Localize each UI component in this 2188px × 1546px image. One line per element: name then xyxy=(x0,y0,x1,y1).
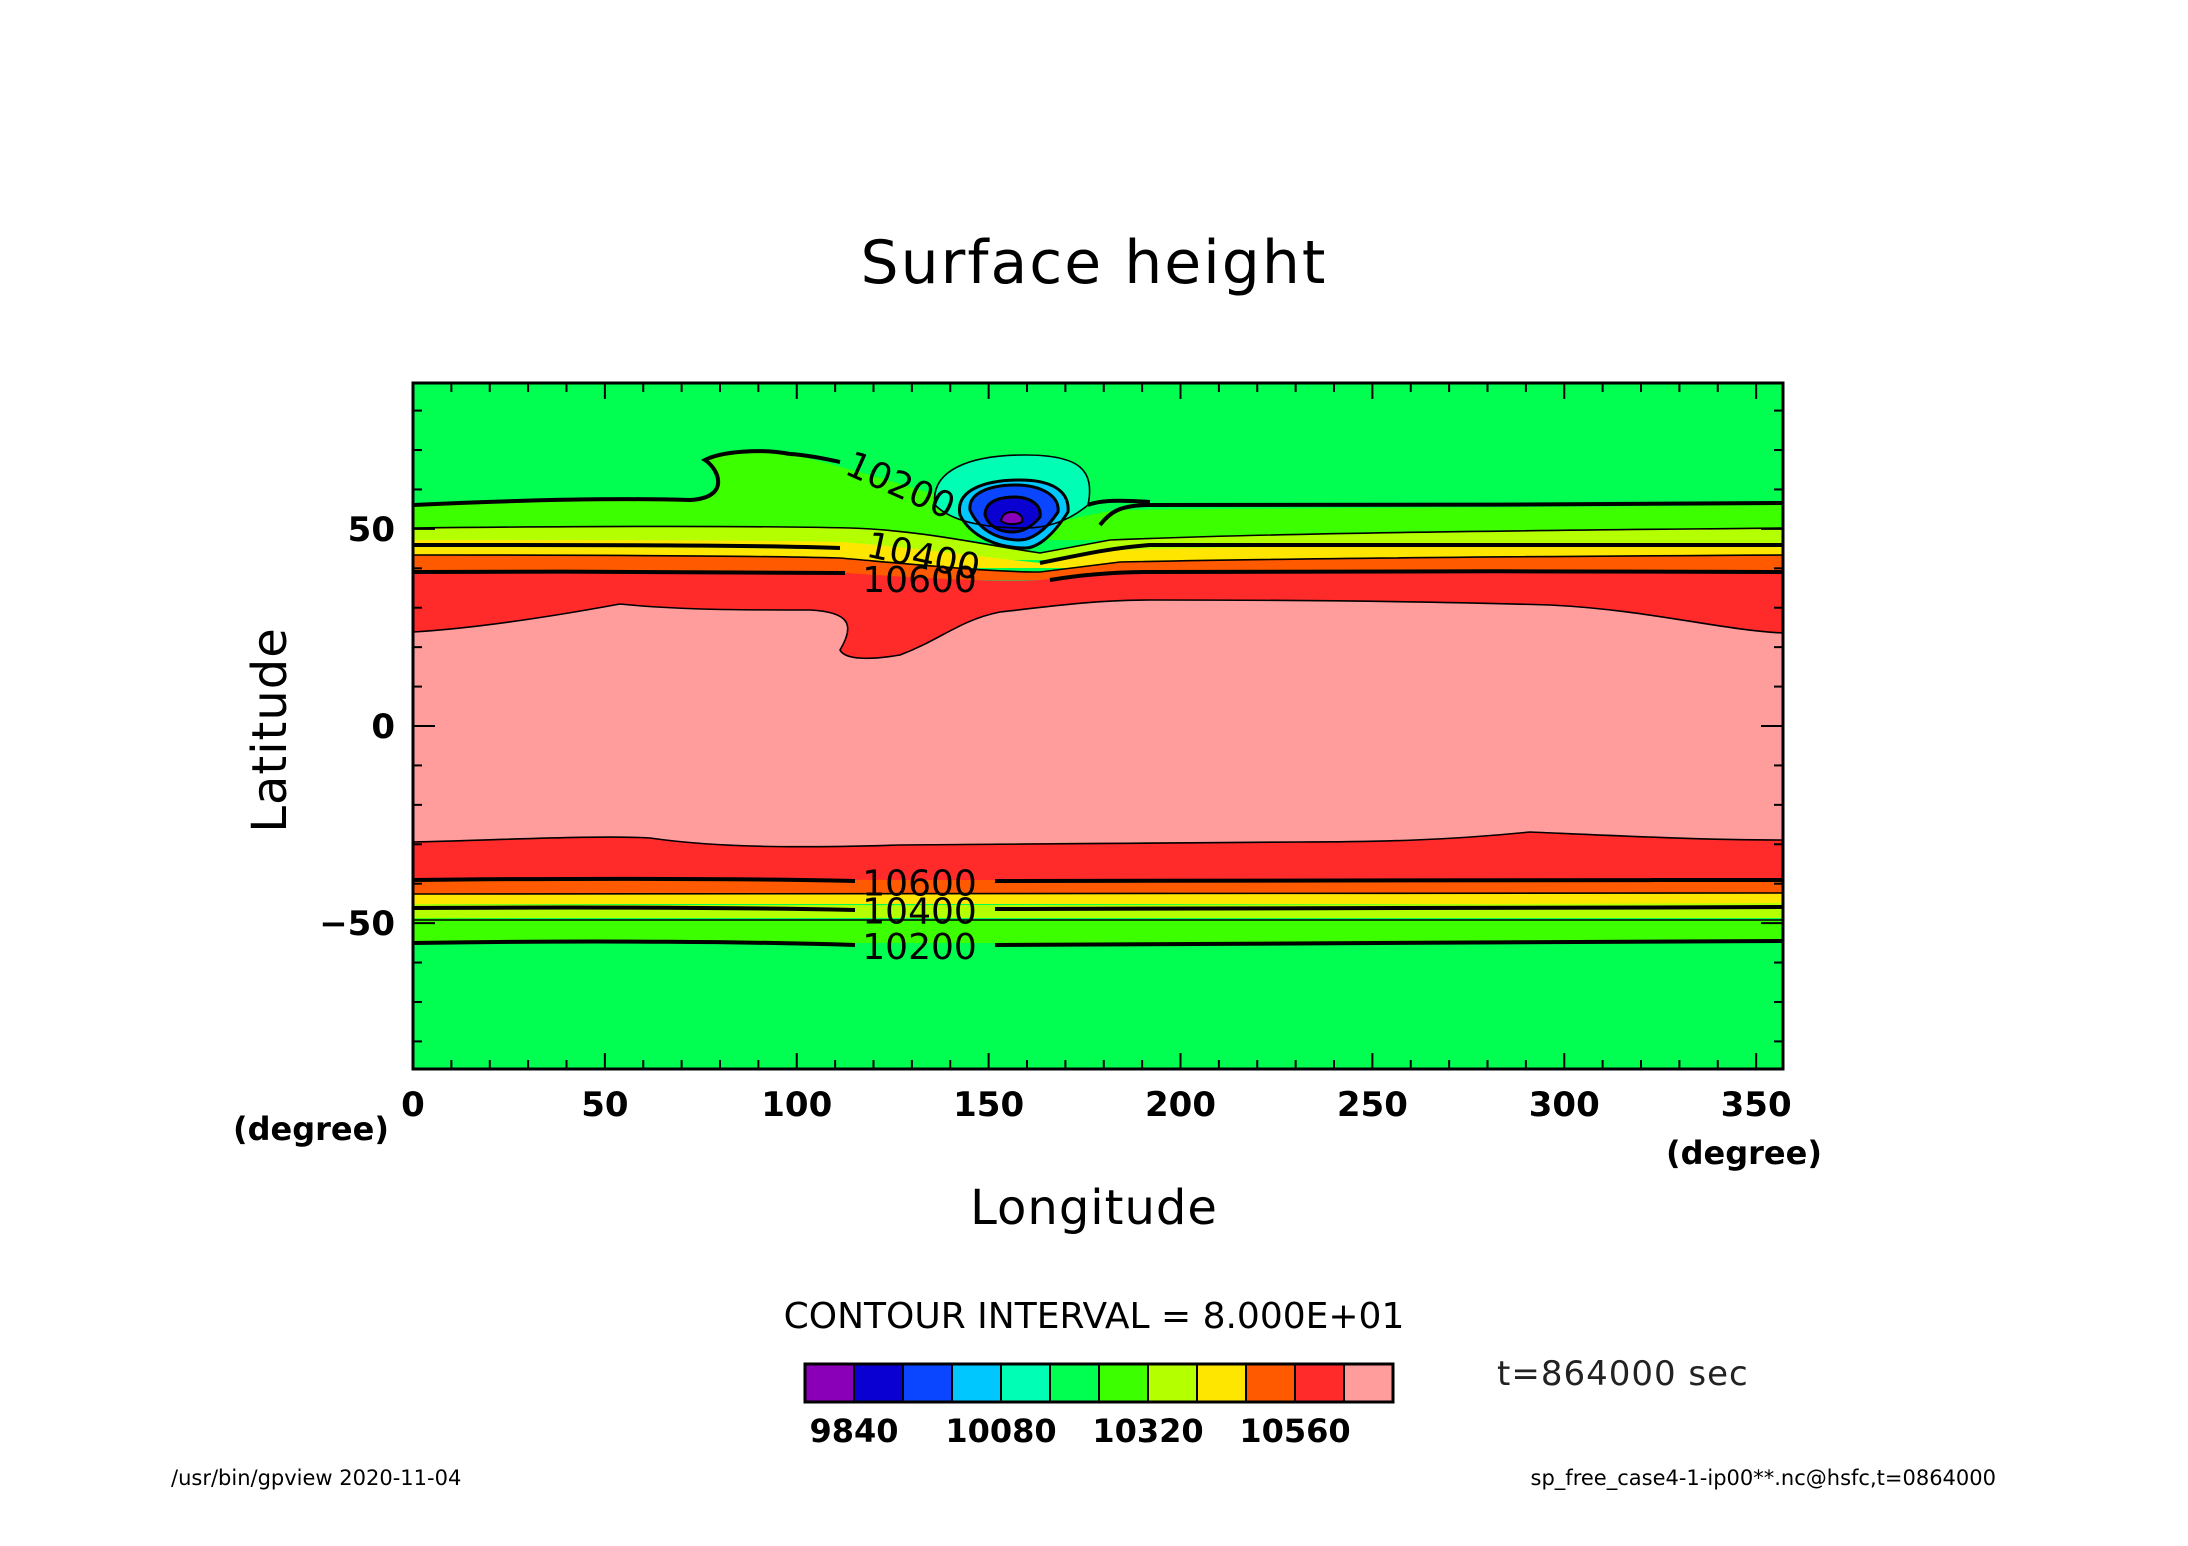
contour-line-10200-south xyxy=(413,939,856,947)
fill-south-band-4 xyxy=(413,879,1783,894)
contour-interval-label: CONTOUR INTERVAL = 8.000E+01 xyxy=(783,1296,1405,1337)
contour-line-10400-north-east xyxy=(1039,542,1783,565)
contour-label: 10600 xyxy=(862,560,977,601)
colorbar-tick-label: 10320 xyxy=(1092,1412,1203,1450)
contour-line-thin-2 xyxy=(413,554,1783,573)
contour-line-10400-south-east xyxy=(994,905,1783,911)
fill-south-band-1 xyxy=(413,918,1783,943)
colorbar-swatch xyxy=(1294,1363,1345,1403)
colorbar-swatch xyxy=(804,1363,855,1403)
contour-line-thin-south-3 xyxy=(413,919,1783,922)
x-tick-label: 150 xyxy=(953,1085,1024,1125)
contour-line-10200-north-mid xyxy=(789,452,841,464)
contour-line-10200-north xyxy=(413,449,791,507)
chart-title: Surface height xyxy=(860,228,1328,298)
x-tick-label: 100 xyxy=(761,1085,832,1125)
contour-line-10200-north-east xyxy=(1098,501,1783,527)
colorbar-swatch xyxy=(902,1363,953,1403)
colorbar: 9840 10080 10320 10560 xyxy=(803,1362,1395,1450)
y-tick-label: 0 xyxy=(371,707,395,747)
y-axis-label: Latitude xyxy=(242,627,298,833)
colorbar-tick-label: 9840 xyxy=(809,1412,898,1450)
colorbar-swatch xyxy=(1098,1363,1149,1403)
contour-line-thin-1 xyxy=(413,525,1783,554)
x-tick-label: 200 xyxy=(1145,1085,1216,1125)
y-axis-ticks: −50 0 50 xyxy=(319,409,1783,1043)
contour-label: 10400 xyxy=(862,891,977,932)
time-label: t=864000 sec xyxy=(1497,1354,1749,1394)
fill-south-red xyxy=(413,832,1783,880)
contour-line-10200-south-east xyxy=(994,939,1783,947)
colorbar-swatch xyxy=(1196,1363,1247,1403)
colorbar-swatch xyxy=(1343,1363,1394,1403)
contour-line-east-green xyxy=(1087,498,1151,507)
fill-vortex-core xyxy=(1001,512,1023,525)
contour-fill-layer xyxy=(413,383,1783,1069)
colorbar-frame xyxy=(803,1362,1395,1404)
contour-line-vortex-2 xyxy=(958,478,1070,550)
colorbar-swatch xyxy=(853,1363,904,1403)
contour-line-10400-north xyxy=(413,543,841,550)
contour-line-vortex-3 xyxy=(968,483,1060,542)
colorbar-swatch xyxy=(1049,1363,1100,1403)
colorbar-tick-label: 10560 xyxy=(1239,1412,1350,1450)
fill-equatorial-pink xyxy=(413,600,1783,847)
fill-south-band-3 xyxy=(413,893,1783,904)
contour-label: 10200 xyxy=(862,927,977,968)
contour-label: 10600 xyxy=(862,864,977,905)
y-tick-label: −50 xyxy=(319,904,395,944)
x-axis-unit-right: (degree) xyxy=(1666,1134,1822,1172)
contour-line-10400-south xyxy=(413,905,856,912)
contour-line-10600-south xyxy=(413,876,856,883)
x-tick-label: 350 xyxy=(1721,1085,1792,1125)
contour-line-vortex-core xyxy=(999,510,1024,526)
contour-line-vortex-4 xyxy=(983,495,1042,534)
contour-line-10600-north-east xyxy=(1049,569,1783,582)
footer-left: /usr/bin/gpview 2020-11-04 xyxy=(171,1466,462,1490)
contour-line-10600-north xyxy=(413,569,846,575)
x-tick-label: 300 xyxy=(1529,1085,1600,1125)
contour-line-thin-south-2 xyxy=(413,892,1783,895)
contour-line-10600-south-east xyxy=(994,878,1783,883)
colorbar-swatch xyxy=(1000,1363,1051,1403)
x-tick-label: 0 xyxy=(401,1085,425,1125)
x-axis-ticks: 0 50 100 150 200 250 300 350 xyxy=(401,383,1792,1125)
contour-line-thin-3 xyxy=(413,599,1783,660)
colorbar-swatch xyxy=(1147,1363,1198,1403)
x-axis-unit-left: (degree) xyxy=(233,1110,389,1148)
x-axis-label: Longitude xyxy=(970,1180,1218,1236)
x-tick-label: 50 xyxy=(581,1085,628,1125)
colorbar-swatch xyxy=(1245,1363,1296,1403)
x-tick-label: 250 xyxy=(1337,1085,1408,1125)
colorbar-tick-label: 10080 xyxy=(945,1412,1056,1450)
colorbar-swatch xyxy=(951,1363,1002,1403)
y-tick-label: 50 xyxy=(348,510,395,550)
fill-north-band-1 xyxy=(413,451,1783,540)
footer-right: sp_free_case4-1-ip00**.nc@hsfc,t=0864000 xyxy=(1530,1466,1996,1490)
